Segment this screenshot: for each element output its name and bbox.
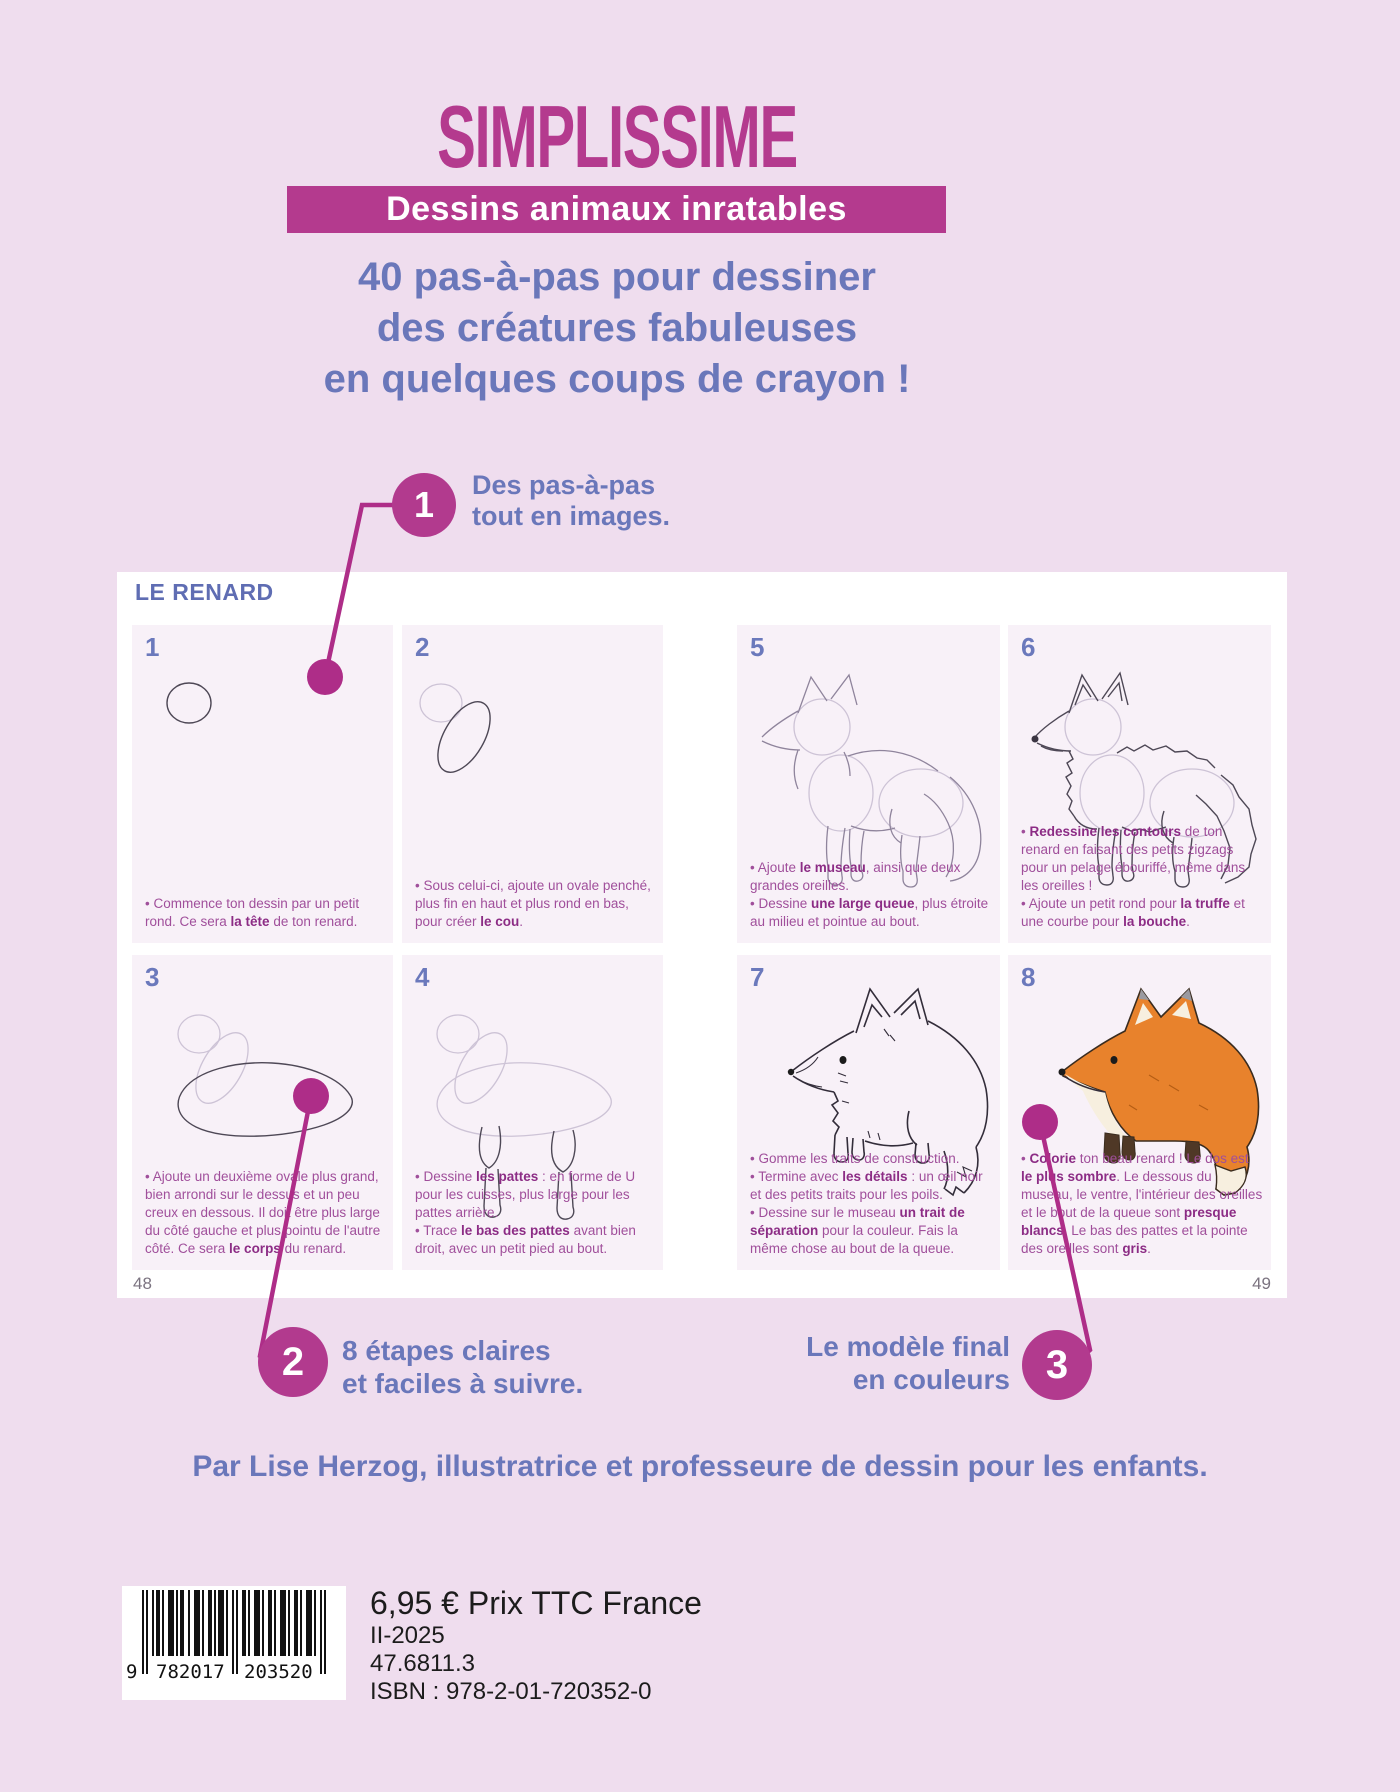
step-instructions: • Dessine les pattes : en forme de U pou… [415,1169,636,1256]
step-panel-7: 7 • Gomme les traits de construction. • … [737,955,1000,1270]
step-number: 4 [415,962,430,992]
step-instructions: • Ajoute le museau, ainsi que deux grand… [750,860,989,929]
page-number-left: 48 [133,1274,152,1293]
barcode-digit-group-1: 782017 [156,1661,225,1683]
callout-3-label: Le modèle final en couleurs [806,1331,1010,1395]
step-number: 2 [415,632,430,662]
callout-3-badge: 3 [1022,1330,1092,1400]
step-panel-2: 2 • Sous celui-ci, ajoute un ovale pench… [402,625,663,943]
author-line: Par Lise Herzog, illustratrice et profes… [192,1450,1208,1483]
step-number: 7 [750,962,765,992]
step-number: 1 [145,632,160,662]
step-panel-1: 1 • Commence ton dessin par un petit ron… [132,625,393,943]
reference-code: 47.6811.3 [370,1650,475,1677]
tagline: 40 pas-à-pas pour dessiner des créatures… [117,252,1117,405]
step-panel-8: 8 • Colorie ton beau renard ! Le dos est… [1008,955,1271,1270]
fox-step-4-drawing [436,1014,612,1220]
step-panel-4: 4 • Dessine les pattes : en forme de U p… [402,955,663,1270]
fox-step-6-drawing [1031,671,1257,888]
tagline-line-1: 40 pas-à-pas pour dessiner [358,255,876,299]
step-instructions: • Colorie ton beau renard ! Le dos est l… [1021,1151,1263,1256]
step-number: 6 [1021,632,1036,662]
step-panel-3: 3 • Ajoute un deuxième ovale plus grand,… [132,955,393,1270]
step-instructions: • Redessine les contours de ton renard e… [1021,824,1246,929]
series-banner: Dessins animaux inratables [287,186,946,233]
barcode-digit-lead: 9 [126,1661,137,1683]
barcode-bars-icon: 9 782017 203520 [126,1590,326,1683]
fox-step-2-drawing [419,683,491,773]
fox-step-1-drawing [166,682,212,724]
isbn: ISBN : 978-2-01-720352-0 [370,1678,652,1705]
callout-1-badge: 1 [392,473,456,537]
callout-1-label: Des pas-à-pas tout en images. [472,470,671,531]
step-panel-5: 5 • Ajoute le museau, ainsi que deux gra… [737,625,1000,943]
page-title: SIMPLISSIME [437,87,798,186]
page-number-right: 49 [1252,1274,1271,1293]
fox-step-3-drawing [177,1014,353,1137]
barcode: 9 782017 203520 [122,1586,346,1700]
callout-2-label: 8 étapes claires et faciles à suivre. [342,1335,584,1399]
step-instructions: • Ajoute un deuxième ovale plus grand, b… [145,1169,381,1256]
callout-2-badge: 2 [258,1327,328,1397]
step-panel-6: 6 • Redessine les contours de ton renard… [1008,625,1271,943]
step-instructions: • Commence ton dessin par un petit rond.… [145,896,360,929]
step-number: 5 [750,632,765,662]
step-instructions: • Gomme les traits de construction. • Te… [750,1151,983,1256]
step-number: 3 [145,962,160,992]
tagline-line-3: en quelques coups de crayon ! [323,357,911,401]
fox-step-7-drawing [787,987,989,1197]
spread-heading: LE RENARD [135,579,274,605]
tagline-line-2: des créatures fabuleuses [376,306,858,350]
fox-step-8-colored-drawing [1058,987,1260,1196]
fox-step-5-drawing [761,673,982,888]
price: 6,95 € Prix TTC France [370,1585,702,1621]
barcode-digit-group-2: 203520 [244,1661,313,1683]
step-number: 8 [1021,962,1036,992]
price-block: 6,95 € Prix TTC France II-2025 47.6811.3… [370,1584,702,1706]
step-instructions: • Sous celui-ci, ajoute un ovale penché,… [415,878,651,929]
edition-code: II-2025 [370,1622,445,1649]
